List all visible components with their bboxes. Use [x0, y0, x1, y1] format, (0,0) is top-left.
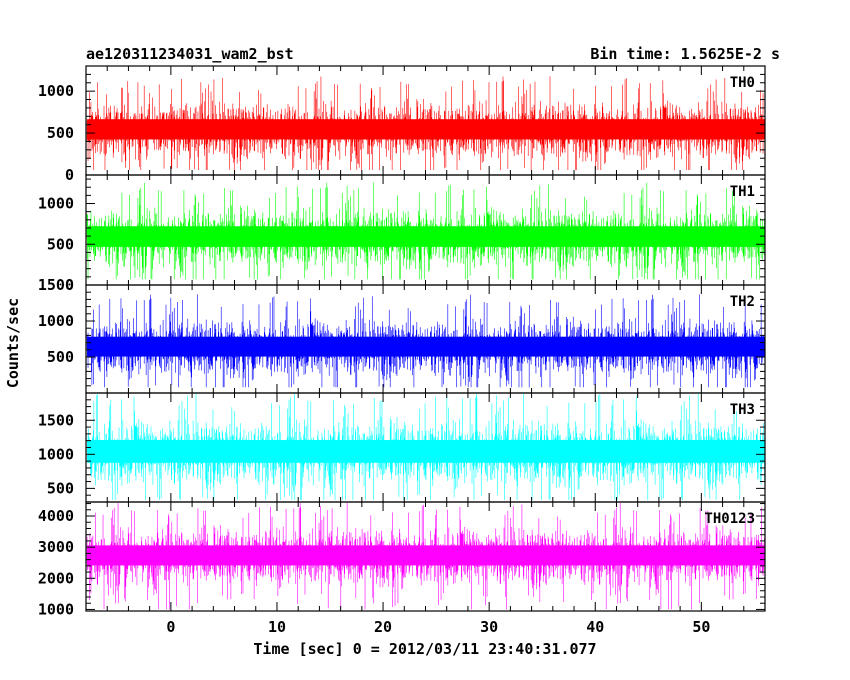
y-tick-label: 0 [65, 276, 74, 294]
y-tick-label: 1500 [38, 411, 74, 429]
x-tick-label: 50 [692, 618, 710, 636]
series-core-th1 [87, 226, 766, 247]
x-tick-labels: 0 10 20 30 40 50 [166, 618, 710, 636]
x-tick-label: 20 [374, 618, 392, 636]
panel-name-th1: TH1 [730, 184, 755, 200]
y-tick-label: 500 [47, 235, 74, 253]
x-tick-label: 30 [480, 618, 498, 636]
x-tick-label: 10 [268, 618, 286, 636]
chart-title: ae120311234031_wam2_bst [86, 45, 294, 63]
y-tick-label: 0 [65, 166, 74, 184]
y-tick-label: 500 [47, 348, 74, 366]
y-tick-label: 1000 [38, 195, 74, 213]
panel-name-th0123: TH0123 [704, 511, 755, 527]
y-tick-label: 1000 [38, 312, 74, 330]
series-core-th2 [87, 336, 766, 357]
x-axis-label: Time [sec] 0 = 2012/03/11 23:40:31.077 [253, 640, 596, 658]
y-tick-label: 1000 [38, 82, 74, 100]
y-tick-label: 2000 [38, 569, 74, 587]
panel-th0123: 1000 2000 3000 4000 TH0123 [38, 501, 766, 618]
panel-name-th0: TH0 [730, 75, 755, 91]
bin-time-label: Bin time: 1.5625E-2 s [590, 45, 780, 63]
x-tick-label: 40 [586, 618, 604, 636]
panel-th0: 0 500 1000 TH0 [38, 65, 766, 184]
series-core-th0 [87, 119, 766, 140]
panel-name-th3: TH3 [730, 402, 755, 418]
series-core-th0123 [87, 545, 766, 566]
panels-group: 0 500 1000 TH0 0 500 1000 TH1 500 1000 1500 TH2 500 1… [38, 65, 766, 618]
x-tick-label: 0 [166, 618, 175, 636]
y-axis-label: Counts/sec [4, 298, 22, 388]
y-tick-label: 1500 [38, 276, 74, 294]
panel-name-th2: TH2 [730, 294, 755, 310]
panel-th3: 500 1000 1500 TH3 [38, 392, 766, 503]
y-tick-label: 3000 [38, 538, 74, 556]
y-tick-label: 500 [47, 479, 74, 497]
y-tick-label: 500 [47, 124, 74, 142]
series-core-th3 [87, 440, 766, 463]
y-tick-label: 1000 [38, 445, 74, 463]
panel-th1: 0 500 1000 TH1 [38, 174, 766, 294]
y-tick-label: 4000 [38, 507, 74, 525]
panel-th2: 500 1000 1500 TH2 [38, 276, 766, 394]
y-tick-label: 1000 [38, 600, 74, 618]
